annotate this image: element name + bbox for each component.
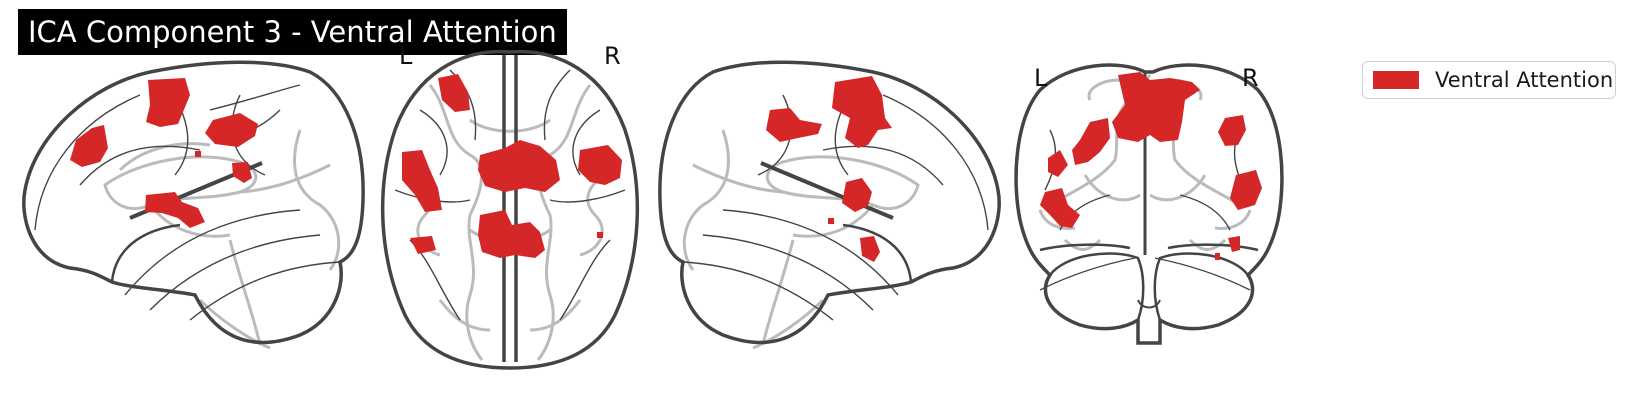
legend: Ventral Attention <box>1362 61 1616 99</box>
sagittal-left-internal <box>103 129 341 350</box>
coronal-view <box>1014 63 1284 345</box>
sagittal-right-internal <box>682 129 920 350</box>
sagittal-right-activations <box>766 76 892 262</box>
sagittal-right-temporal-contour <box>842 223 913 283</box>
axial-right-label: R <box>604 42 621 70</box>
coronal-temporal-left <box>1039 243 1131 252</box>
coronal-left-label: L <box>1034 64 1048 92</box>
sagittal-left-outline <box>22 60 365 345</box>
sagittal-left-sulci <box>34 84 341 321</box>
axial-activations <box>402 74 622 258</box>
coronal-right-label: R <box>1242 64 1259 92</box>
sagittal-left-activations <box>70 78 258 228</box>
axial-outline <box>380 49 640 370</box>
sagittal-left-temporal-contour <box>110 223 181 283</box>
sagittal-right-sylvian-line <box>760 161 894 220</box>
legend-swatch <box>1373 71 1419 89</box>
coronal-temporal-right <box>1167 243 1259 252</box>
axial-view <box>380 49 640 370</box>
sagittal-left-view <box>22 60 365 350</box>
legend-label: Ventral Attention <box>1435 68 1614 92</box>
sagittal-right-outline <box>658 60 1001 345</box>
coronal-cerebellum-left <box>1049 252 1145 321</box>
sagittal-right-view <box>658 60 1001 350</box>
coronal-cerebellum-right <box>1153 252 1249 321</box>
axial-left-label: L <box>399 42 413 70</box>
sagittal-right-sulci <box>682 89 989 321</box>
coronal-outline <box>1014 63 1284 345</box>
coronal-brainstem <box>1137 299 1161 309</box>
figure-title: ICA Component 3 - Ventral Attention <box>18 9 567 55</box>
coronal-activations <box>1040 72 1262 260</box>
